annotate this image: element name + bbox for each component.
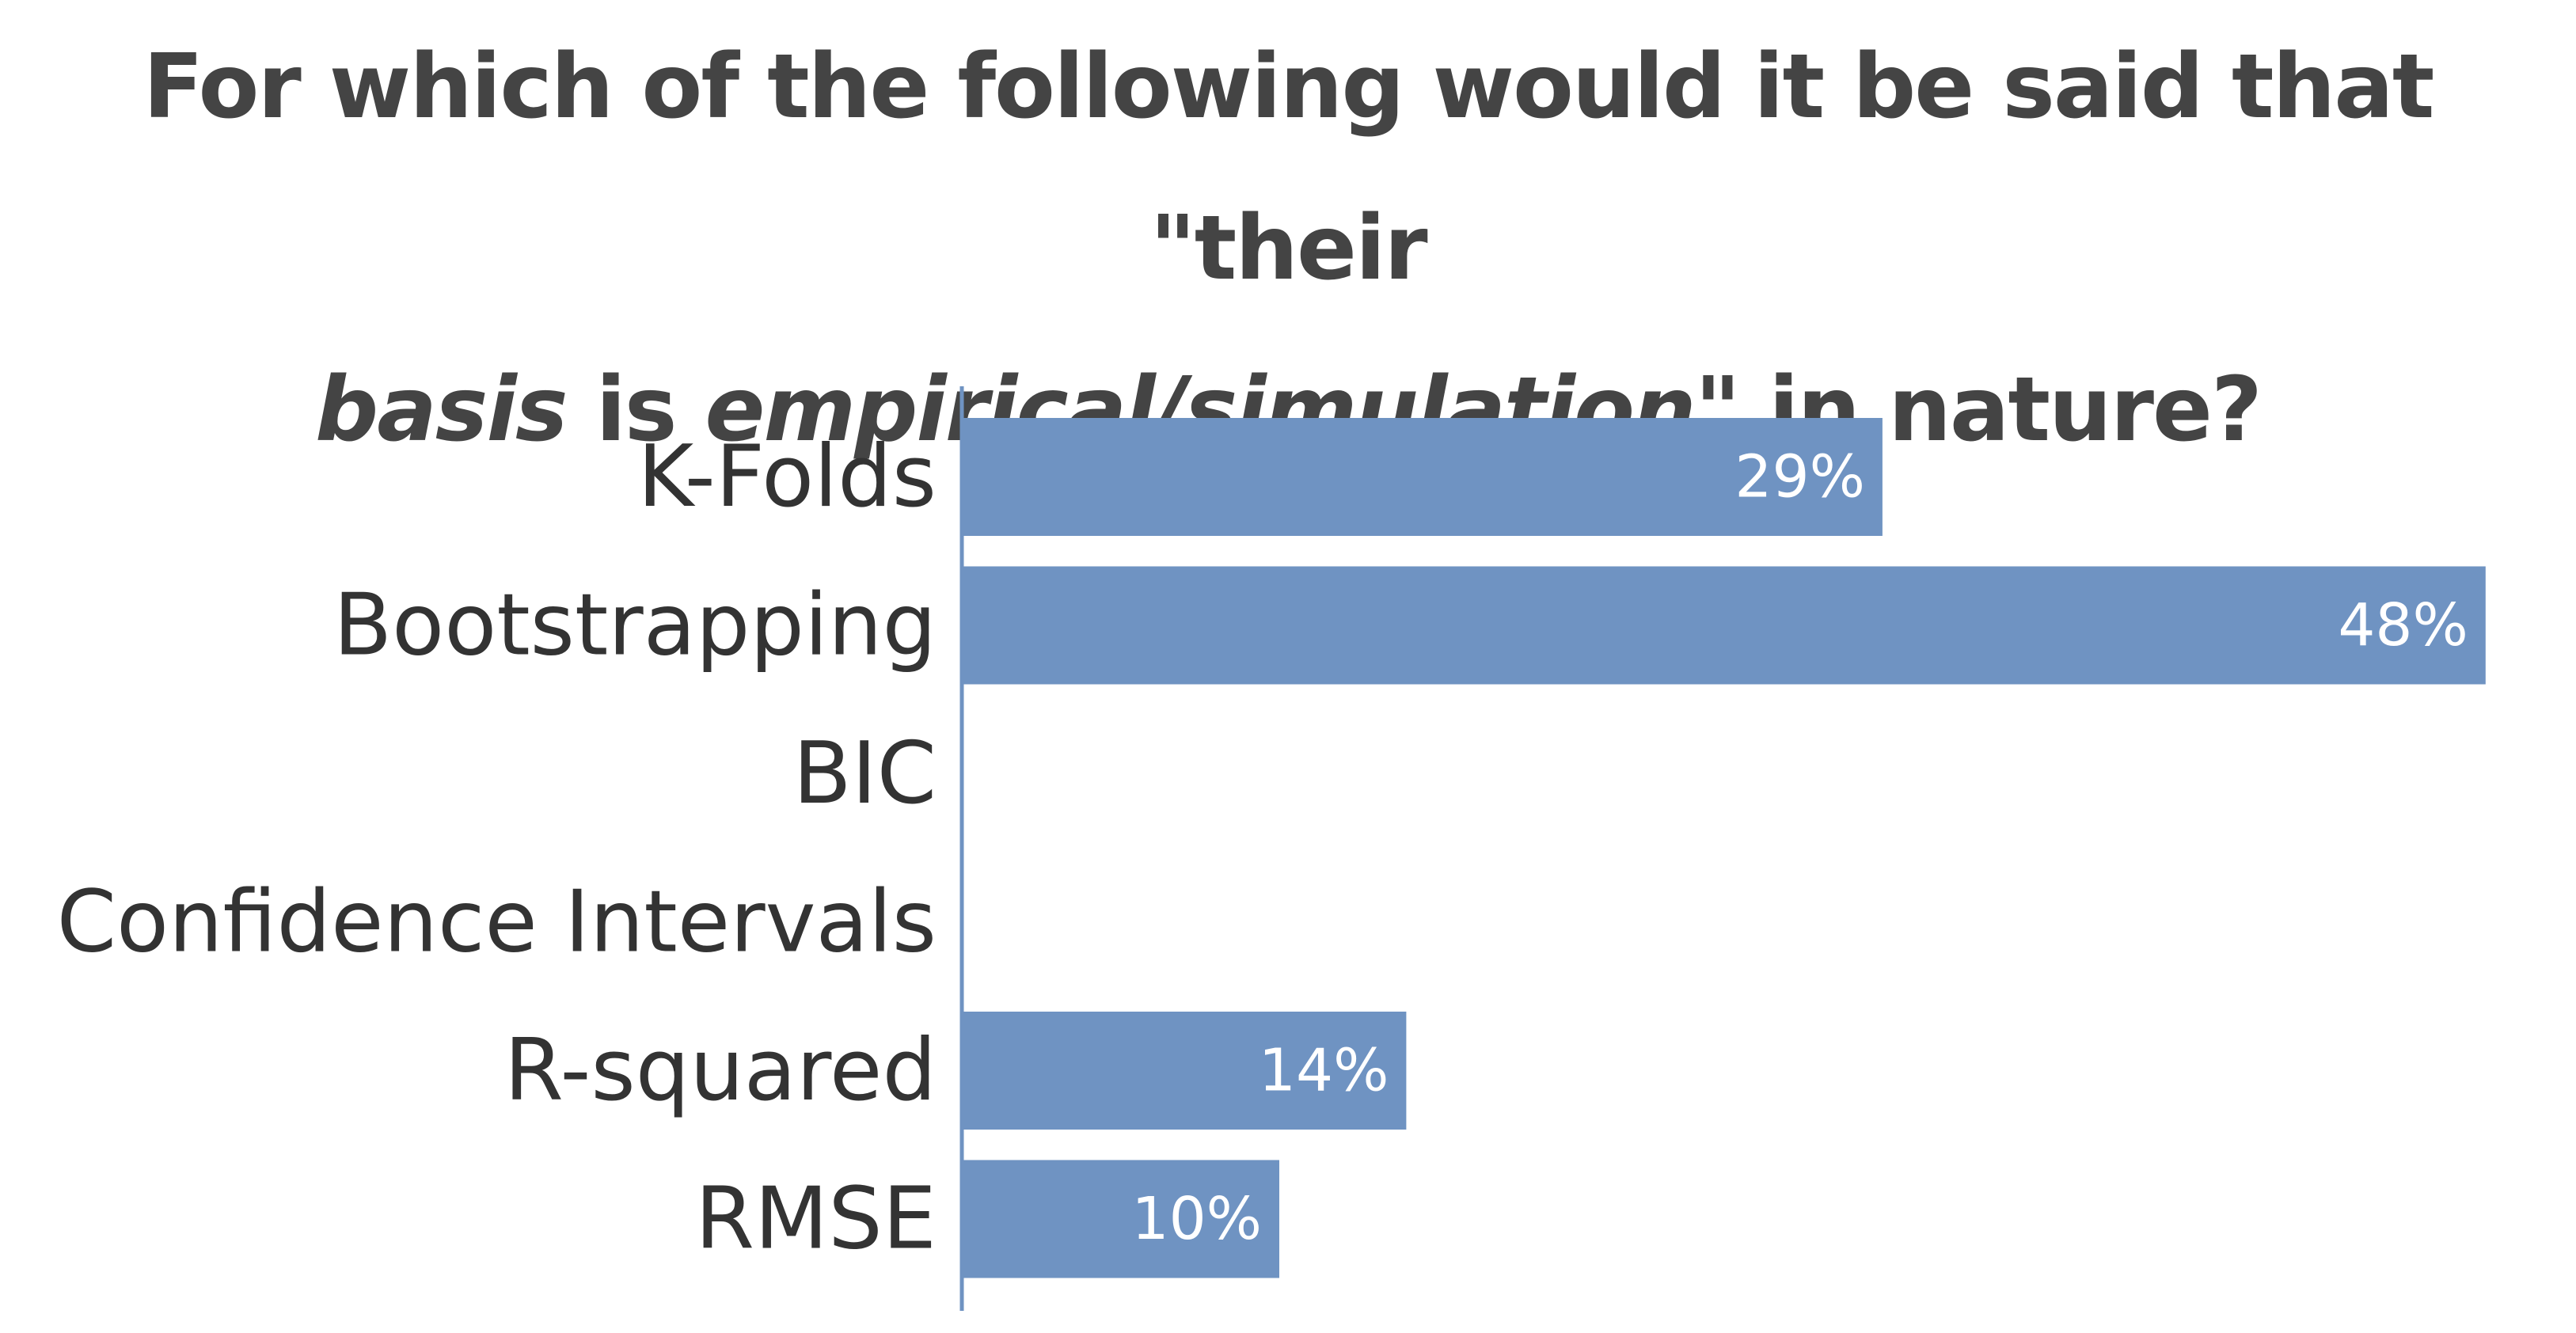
- data-label: 14%: [1259, 1037, 1389, 1105]
- chart-title-line-1: For which of the following would it be s…: [142, 36, 2435, 300]
- bar: [962, 1012, 1407, 1130]
- data-label: 10%: [1132, 1185, 1262, 1253]
- category-label: Confidence Intervals: [57, 873, 937, 972]
- chart-title-part: basis: [315, 359, 568, 461]
- category-label: Bootstrapping: [333, 576, 937, 675]
- bars-layer: 29% 48% 14% 10%: [962, 418, 2486, 1278]
- data-label: 48%: [2338, 591, 2468, 659]
- category-label: RMSE: [695, 1170, 937, 1269]
- category-labels: K-Folds Bootstrapping BIC Confidence Interv…: [57, 427, 937, 1269]
- data-label: 29%: [1734, 443, 1864, 511]
- category-label: R-squared: [504, 1021, 937, 1120]
- bar: [962, 566, 2486, 685]
- bar: [962, 418, 1883, 536]
- bar: [962, 1160, 1279, 1278]
- category-label: BIC: [793, 724, 937, 823]
- category-label: K-Folds: [637, 427, 937, 526]
- chart-title-part: is: [566, 359, 705, 461]
